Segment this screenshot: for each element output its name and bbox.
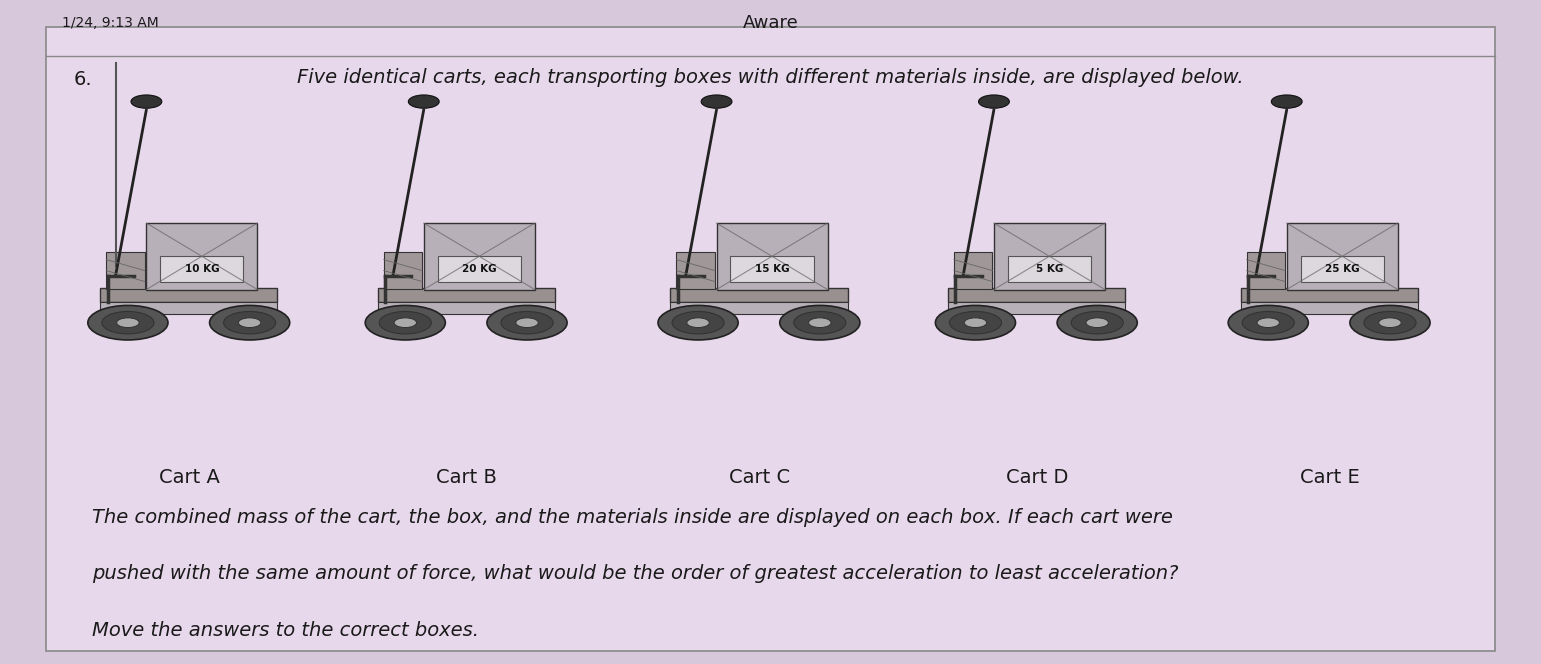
FancyBboxPatch shape xyxy=(378,302,555,314)
FancyBboxPatch shape xyxy=(378,288,555,302)
FancyBboxPatch shape xyxy=(146,223,257,290)
Text: Cart E: Cart E xyxy=(1301,468,1359,487)
Circle shape xyxy=(487,305,567,340)
FancyBboxPatch shape xyxy=(46,27,1495,651)
Circle shape xyxy=(658,305,738,340)
FancyBboxPatch shape xyxy=(670,288,848,302)
Text: 25 KG: 25 KG xyxy=(1325,264,1359,274)
FancyBboxPatch shape xyxy=(438,256,521,282)
FancyBboxPatch shape xyxy=(994,223,1105,290)
FancyBboxPatch shape xyxy=(1241,288,1418,302)
FancyBboxPatch shape xyxy=(1008,256,1091,282)
Circle shape xyxy=(239,318,260,327)
Circle shape xyxy=(780,305,860,340)
Text: Move the answers to the correct boxes.: Move the answers to the correct boxes. xyxy=(92,621,479,640)
FancyBboxPatch shape xyxy=(1301,256,1384,282)
Text: pushed with the same amount of force, what would be the order of greatest accele: pushed with the same amount of force, wh… xyxy=(92,564,1179,584)
Circle shape xyxy=(1271,95,1302,108)
Circle shape xyxy=(516,318,538,327)
Text: Cart B: Cart B xyxy=(436,468,498,487)
Circle shape xyxy=(672,311,724,334)
Circle shape xyxy=(965,318,986,327)
FancyBboxPatch shape xyxy=(948,302,1125,314)
Circle shape xyxy=(701,95,732,108)
Circle shape xyxy=(1242,311,1294,334)
FancyBboxPatch shape xyxy=(100,302,277,314)
Text: The combined mass of the cart, the box, and the materials inside are displayed o: The combined mass of the cart, the box, … xyxy=(92,508,1173,527)
FancyBboxPatch shape xyxy=(1287,223,1398,290)
Circle shape xyxy=(1364,311,1416,334)
Text: 20 KG: 20 KG xyxy=(462,264,496,274)
Circle shape xyxy=(935,305,1016,340)
Text: Cart D: Cart D xyxy=(1006,468,1068,487)
Circle shape xyxy=(1379,318,1401,327)
Circle shape xyxy=(365,305,445,340)
Circle shape xyxy=(687,318,709,327)
FancyBboxPatch shape xyxy=(384,252,422,289)
Circle shape xyxy=(501,311,553,334)
FancyBboxPatch shape xyxy=(954,252,992,289)
Text: Cart A: Cart A xyxy=(159,468,220,487)
FancyBboxPatch shape xyxy=(1241,302,1418,314)
Text: 15 KG: 15 KG xyxy=(755,264,789,274)
Circle shape xyxy=(979,95,1009,108)
Circle shape xyxy=(379,311,431,334)
Circle shape xyxy=(794,311,846,334)
FancyBboxPatch shape xyxy=(160,256,243,282)
FancyBboxPatch shape xyxy=(948,288,1125,302)
FancyBboxPatch shape xyxy=(424,223,535,290)
Circle shape xyxy=(223,311,276,334)
Text: 6.: 6. xyxy=(74,70,92,89)
Circle shape xyxy=(88,305,168,340)
Text: 1/24, 9:13 AM: 1/24, 9:13 AM xyxy=(62,16,159,31)
FancyBboxPatch shape xyxy=(676,252,715,289)
Text: Cart C: Cart C xyxy=(729,468,791,487)
Text: Five identical carts, each transporting boxes with different materials inside, a: Five identical carts, each transporting … xyxy=(297,68,1244,87)
Circle shape xyxy=(1086,318,1108,327)
Circle shape xyxy=(102,311,154,334)
Circle shape xyxy=(1228,305,1308,340)
Text: Aware: Aware xyxy=(743,14,798,33)
Circle shape xyxy=(809,318,831,327)
FancyBboxPatch shape xyxy=(717,223,828,290)
Circle shape xyxy=(1057,305,1137,340)
FancyBboxPatch shape xyxy=(106,252,145,289)
Circle shape xyxy=(408,95,439,108)
Circle shape xyxy=(1071,311,1123,334)
FancyBboxPatch shape xyxy=(100,288,277,302)
FancyBboxPatch shape xyxy=(1247,252,1285,289)
Circle shape xyxy=(210,305,290,340)
Circle shape xyxy=(131,95,162,108)
FancyBboxPatch shape xyxy=(730,256,814,282)
Text: 5 KG: 5 KG xyxy=(1036,264,1063,274)
Text: 10 KG: 10 KG xyxy=(185,264,219,274)
FancyBboxPatch shape xyxy=(670,302,848,314)
Circle shape xyxy=(949,311,1002,334)
Circle shape xyxy=(394,318,416,327)
Circle shape xyxy=(1257,318,1279,327)
Circle shape xyxy=(117,318,139,327)
Circle shape xyxy=(1350,305,1430,340)
